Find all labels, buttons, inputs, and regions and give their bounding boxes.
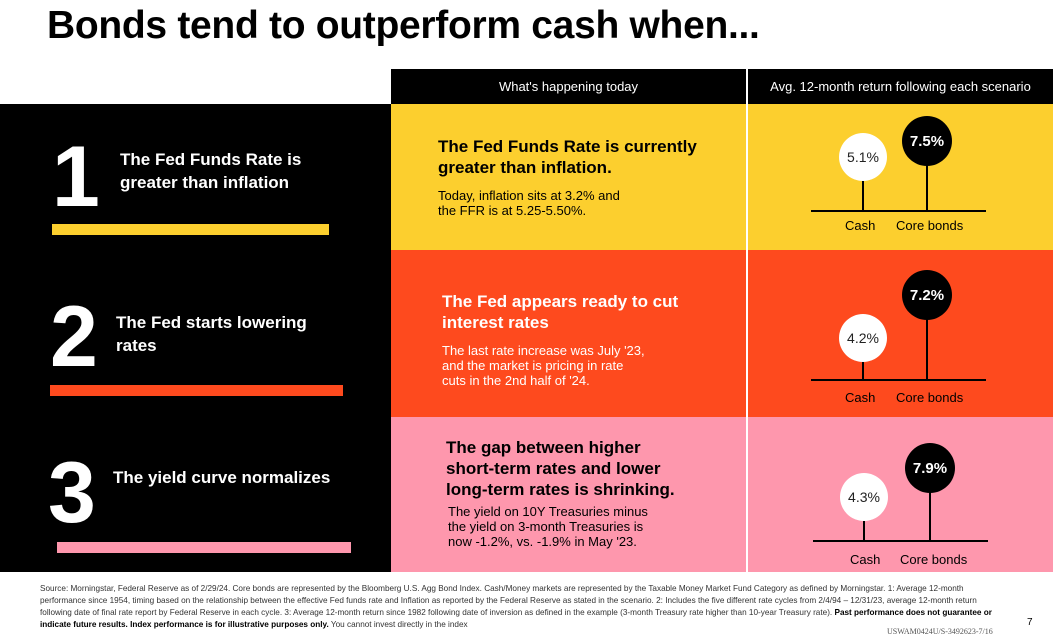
scenario-number: 1	[52, 129, 100, 225]
page-number: 7	[1027, 617, 1033, 628]
scenario-label: The Fed Funds Rate is greater than inflat…	[120, 150, 302, 192]
cash-label: Cash	[845, 390, 876, 405]
today-headline: The gap between higher short-term rates a…	[446, 438, 675, 499]
cash-return-circle: 5.1%	[839, 133, 887, 181]
cash-return-circle: 4.3%	[840, 473, 888, 521]
today-body: The last rate increase was July '23, and …	[442, 343, 645, 388]
today-headline: The Fed appears ready to cut interest rat…	[442, 292, 679, 332]
header-today: What's happening today	[391, 69, 746, 104]
bonds-label: Core bonds	[896, 390, 964, 405]
bonds-return-circle: 7.5%	[902, 116, 952, 166]
scenario-row-2: 2 The Fed starts lowering rates	[0, 250, 391, 417]
returns-cell-2: 4.2% 7.2% Cash Core bonds	[748, 250, 1053, 417]
today-cell-3: The gap between higher short-term rates a…	[391, 417, 746, 572]
bonds-label: Core bonds	[900, 552, 968, 567]
cash-label: Cash	[845, 218, 876, 233]
scenario-row-3: 3 The yield curve normalizes	[0, 417, 391, 572]
accent-bar	[50, 385, 343, 396]
left-panel	[0, 104, 391, 572]
header-returns: Avg. 12-month return following each scen…	[748, 69, 1053, 104]
returns-cell-1: 5.1% 7.5% Cash Core bonds	[748, 104, 1053, 250]
cash-label: Cash	[850, 552, 881, 567]
scenario-row-1: 1 The Fed Funds Rate is greater than infl…	[0, 104, 391, 250]
scenario-number: 2	[50, 289, 98, 385]
page-title: Bonds tend to outperform cash when...	[47, 4, 760, 47]
bonds-return-circle: 7.2%	[902, 270, 952, 320]
today-cell-2: The Fed appears ready to cut interest rat…	[391, 250, 746, 417]
today-cell-1: The Fed Funds Rate is currently greater t…	[391, 104, 746, 250]
accent-bar	[57, 542, 351, 553]
returns-cell-3: 4.3% 7.9% Cash Core bonds	[748, 417, 1053, 572]
accent-bar	[52, 224, 329, 235]
cash-return-circle: 4.2%	[839, 314, 887, 362]
bonds-return-circle: 7.9%	[905, 443, 955, 493]
today-body: The yield on 10Y Treasuries minus the yie…	[448, 504, 648, 549]
document-code: USWAM0424U/S-3492623-7/16	[887, 627, 993, 636]
today-body: Today, inflation sits at 3.2% and the FFR…	[438, 188, 620, 218]
scenario-number: 3	[48, 445, 96, 541]
scenario-label: The yield curve normalizes	[113, 468, 331, 487]
bonds-label: Core bonds	[896, 218, 964, 233]
footnote: Source: Morningstar, Federal Reserve as …	[40, 584, 992, 629]
today-headline: The Fed Funds Rate is currently greater t…	[438, 137, 697, 177]
scenario-label: The Fed starts lowering rates	[116, 313, 307, 355]
